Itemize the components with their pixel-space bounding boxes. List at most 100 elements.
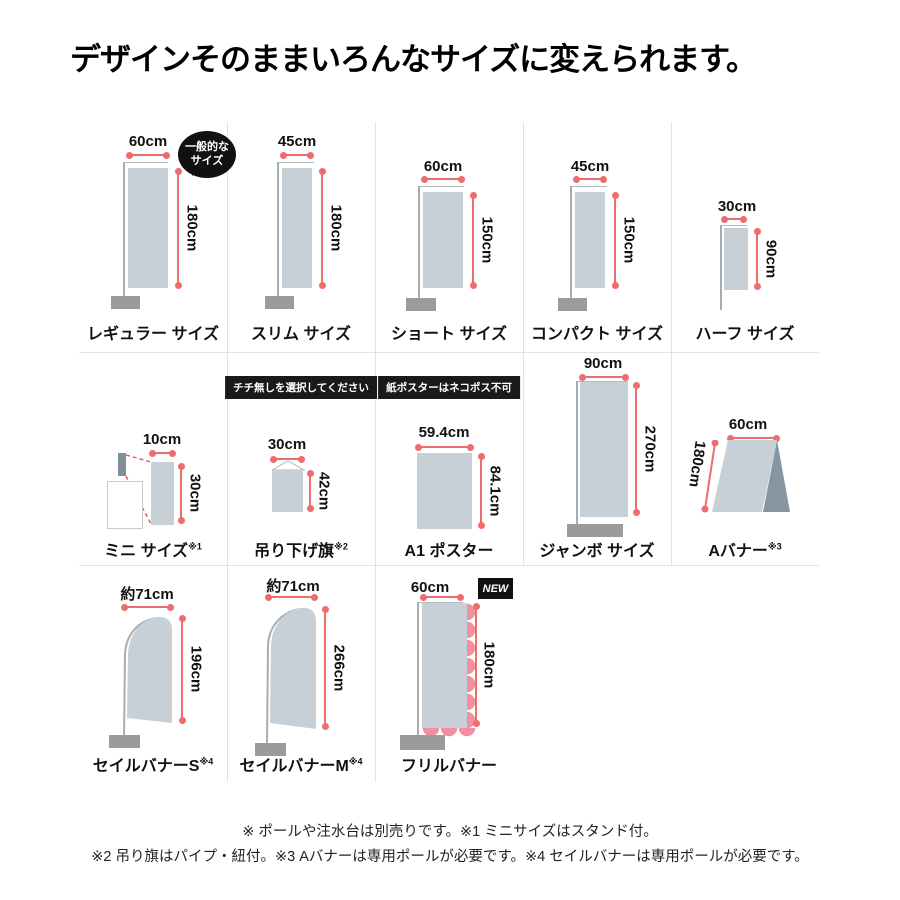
width-arrow	[270, 455, 305, 463]
width-arrow	[579, 373, 629, 381]
width-label: 45cm	[277, 133, 317, 150]
item-name: スリム サイズ	[251, 326, 351, 343]
flag	[151, 462, 174, 525]
cell-jumbo-size: 90cm 270cm ジャンボ サイズ	[523, 352, 671, 565]
grid-divider	[523, 352, 524, 565]
width-arrow	[573, 175, 607, 183]
sail-flag-shape	[266, 607, 316, 745]
width-arrow	[149, 449, 176, 457]
grid-divider	[375, 122, 376, 352]
height-label: 30cm	[186, 473, 204, 513]
flag-base	[400, 735, 445, 750]
item-name: ミニ サイズ※1	[104, 541, 202, 560]
width-arrow	[727, 434, 780, 442]
flag	[580, 382, 628, 517]
height-label: 196cm	[187, 645, 205, 693]
width-label: 約71cm	[266, 578, 320, 595]
item-name: ジャンボ サイズ	[539, 543, 655, 560]
item-name: フリルバナー	[400, 758, 497, 775]
height-label: 180cm	[480, 641, 498, 689]
flag-pole	[123, 162, 125, 305]
item-name: コンパクト サイズ	[531, 326, 663, 343]
width-label: 45cm	[570, 158, 610, 175]
flag-base	[111, 296, 140, 309]
item-name: セイルバナーS※4	[92, 756, 214, 775]
height-label: 266cm	[330, 644, 348, 692]
flag-crossbar	[123, 162, 168, 163]
cell-slim-size: 45cm 180cm スリム サイズ	[227, 115, 375, 352]
height-arrow	[472, 603, 480, 727]
cell-hanging-flag: チチ無しを選択してください 30cm 42cm 吊り下げ旗※2	[225, 352, 377, 565]
flag	[282, 168, 312, 288]
height-arrow	[178, 615, 186, 724]
height-arrow	[477, 453, 485, 529]
width-arrow	[420, 593, 464, 601]
item-name: Aバナー※3	[708, 541, 782, 560]
flag-base	[255, 743, 286, 756]
grid-divider	[79, 565, 819, 566]
height-label: 42cm	[315, 471, 333, 511]
flag-base	[265, 296, 294, 309]
height-label: 90cm	[762, 239, 780, 279]
magnify-dashed-lines	[125, 454, 152, 525]
height-arrow	[177, 463, 185, 524]
height-arrow	[306, 470, 314, 512]
width-label: 60cm	[728, 416, 768, 433]
width-arrow	[721, 215, 747, 223]
flag-crossbar	[418, 186, 464, 187]
flag-base	[558, 298, 587, 311]
width-label: 30cm	[267, 436, 307, 453]
height-arrow	[174, 168, 182, 289]
grid-divider	[671, 122, 672, 352]
footnote-line2: ※2 吊り旗はパイプ・紐付。※3 Aバナーは専用ポールが必要です。※4 セイルバ…	[91, 849, 809, 866]
flag	[128, 168, 168, 288]
new-badge: NEW	[478, 578, 513, 599]
width-label: 10cm	[142, 431, 182, 448]
flag-pole	[417, 602, 419, 745]
flag	[423, 192, 463, 288]
grid-divider	[375, 565, 376, 782]
height-arrow	[632, 382, 640, 516]
flag-pole	[277, 162, 279, 305]
item-name: ショート サイズ	[391, 326, 507, 343]
poster-sheet	[417, 453, 472, 529]
flag	[272, 470, 303, 512]
height-label: 270cm	[641, 425, 659, 473]
item-name: ハーフ サイズ	[695, 326, 795, 343]
width-arrow	[280, 151, 314, 159]
flag	[575, 192, 605, 288]
flag-crossbar	[570, 186, 607, 187]
width-arrow	[421, 175, 465, 183]
a-frame-shape	[701, 440, 790, 513]
item-name: セイルバナーM※4	[239, 756, 363, 775]
footnote-line1: ※ ポールや注水台は別売りです。※1 ミニサイズはスタンド付。	[242, 824, 658, 840]
height-label: 180cm	[183, 204, 201, 252]
mini-table	[107, 481, 143, 529]
height-arrow	[753, 228, 761, 290]
grid-divider	[227, 352, 228, 565]
height-arrow	[469, 192, 477, 289]
width-arrow	[415, 443, 474, 451]
cell-compact-size: 45cm 150cm コンパクト サイズ	[523, 115, 671, 352]
grid-divider	[79, 352, 819, 353]
frill-edge-bottom	[422, 728, 477, 738]
bubble-line2: サイズ	[190, 154, 224, 167]
item-name: A1 ポスター	[404, 543, 494, 560]
height-label: 150cm	[620, 216, 638, 264]
grid-divider	[375, 352, 376, 565]
flag-pole	[576, 381, 578, 524]
grid-divider	[671, 352, 672, 565]
flag-pole	[570, 186, 572, 307]
cell-frill-banner: 60cm NEW 180cm フリルバナー	[375, 565, 523, 780]
height-label: 84.1cm	[486, 465, 504, 517]
cell-a-banner: 60cm 180cm Aバナー※3	[671, 352, 819, 565]
flag-base	[109, 735, 140, 748]
flag-base	[406, 298, 436, 311]
height-arrow	[318, 168, 326, 289]
grid-divider	[227, 122, 228, 352]
cell-sail-banner-s: 約71cm 196cm セイルバナーS※4	[79, 565, 227, 780]
notice-badge: 紙ポスターはネコポス不可	[378, 376, 520, 399]
width-label: 約71cm	[120, 586, 174, 603]
cell-mini-size: 10cm 30cm ミニ サイズ※1	[79, 352, 227, 565]
width-label: 59.4cm	[418, 424, 470, 441]
